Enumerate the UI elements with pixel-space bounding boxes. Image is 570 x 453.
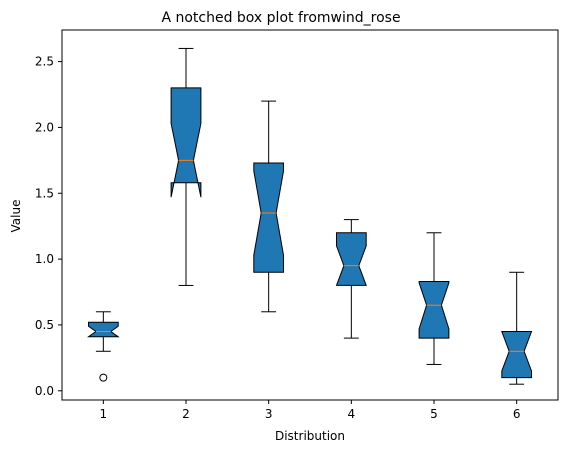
box-4: [335, 219, 367, 339]
chart-title: A notched box plot fromwind_rose: [161, 10, 400, 26]
y-tick-label: 0.0: [35, 384, 54, 398]
notched-box: [418, 281, 450, 339]
y-tick-label: 0.5: [35, 318, 54, 332]
notched-box: [86, 321, 120, 338]
y-tick-label: 1.0: [35, 252, 54, 266]
x-axis-label: Distribution: [275, 429, 345, 443]
x-tick-label: 5: [430, 407, 438, 421]
x-tick-label: 3: [265, 407, 273, 421]
box-1: [86, 311, 120, 382]
notched-box: [335, 232, 367, 286]
outlier-point: [99, 373, 108, 382]
notched-box: [501, 331, 533, 379]
box-2: [170, 47, 202, 286]
y-axis-label: Value: [9, 200, 23, 233]
box-3: [253, 100, 284, 313]
x-tick-label: 6: [513, 407, 521, 421]
y-tick-label: 2.0: [35, 120, 54, 134]
y-tick-label: 2.5: [35, 55, 54, 69]
x-tick-label: 2: [182, 407, 190, 421]
plot-area: 0.0 0.5 1.0 1.5 2.0 2.5 1 2 3 4 5 6: [35, 29, 559, 421]
x-tick-label: 4: [348, 407, 356, 421]
notched-box: [253, 162, 284, 273]
x-tick-label: 1: [100, 407, 108, 421]
box-5: [418, 232, 450, 365]
box-6: [501, 271, 533, 385]
y-tick-label: 1.5: [35, 186, 54, 200]
axes-frame: [61, 29, 559, 401]
notched-box: [170, 87, 202, 198]
